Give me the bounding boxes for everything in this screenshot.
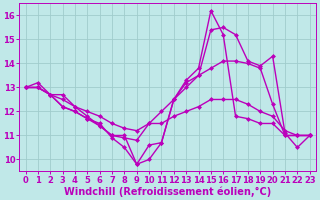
X-axis label: Windchill (Refroidissement éolien,°C): Windchill (Refroidissement éolien,°C) xyxy=(64,186,271,197)
